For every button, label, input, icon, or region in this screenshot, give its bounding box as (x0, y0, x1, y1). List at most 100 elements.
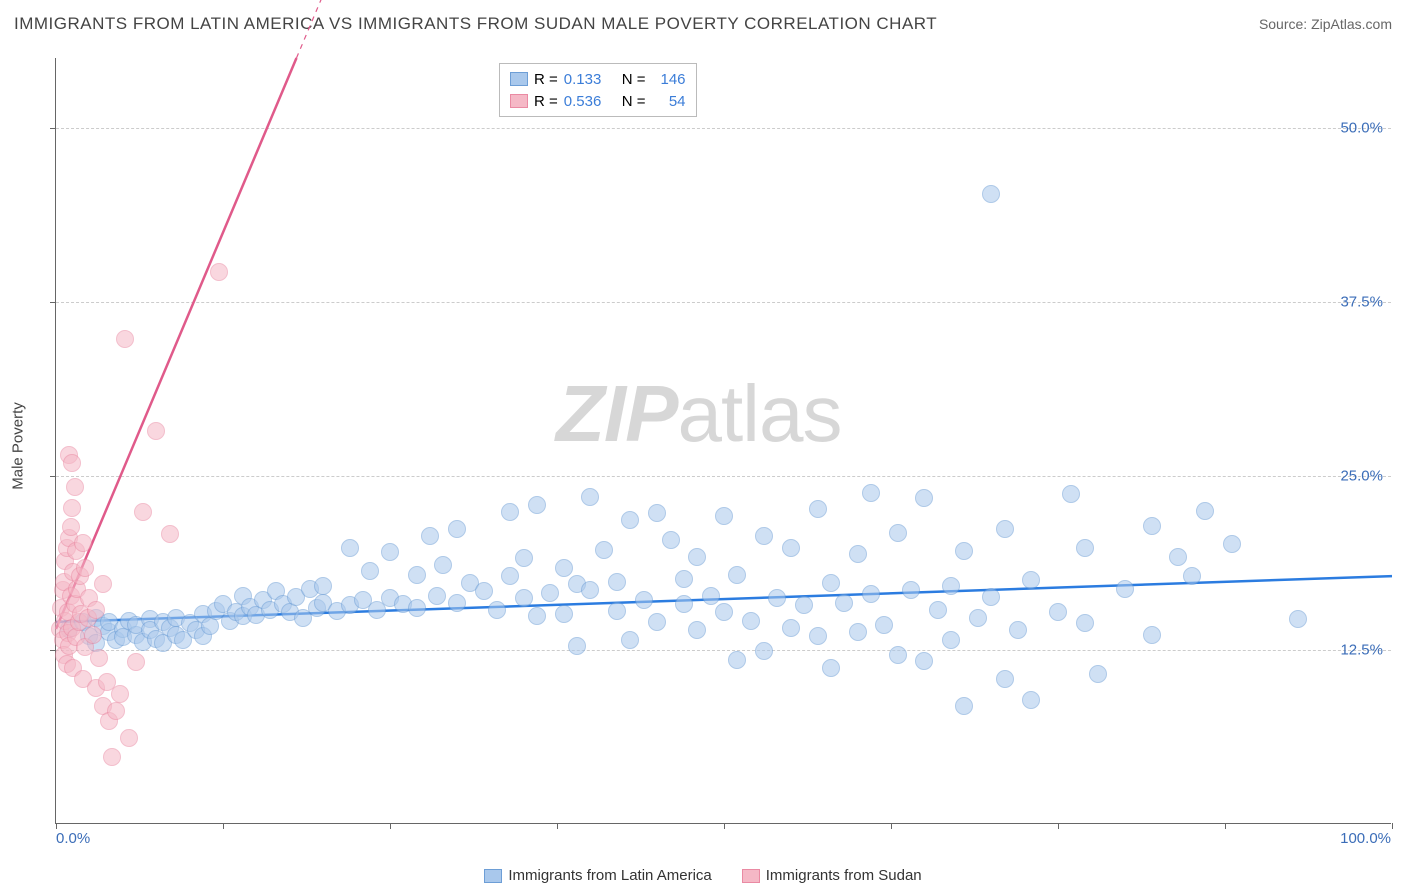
source-value: ZipAtlas.com (1311, 16, 1392, 32)
point-latin-america (515, 549, 533, 567)
legend-n-value: 54 (652, 93, 686, 110)
trend-svg (56, 58, 1392, 824)
legend-r-label: R = (534, 71, 558, 88)
point-latin-america (341, 539, 359, 557)
point-latin-america (889, 646, 907, 664)
point-latin-america (688, 548, 706, 566)
point-latin-america (448, 520, 466, 538)
chart-title: IMMIGRANTS FROM LATIN AMERICA VS IMMIGRA… (14, 14, 937, 34)
title-bar: IMMIGRANTS FROM LATIN AMERICA VS IMMIGRA… (14, 10, 1392, 38)
legend-bottom: Immigrants from Latin America Immigrants… (0, 867, 1406, 884)
point-latin-america (862, 585, 880, 603)
legend-swatch-blue (484, 869, 502, 883)
point-latin-america (996, 670, 1014, 688)
x-tick-label-max: 100.0% (1340, 830, 1391, 847)
point-latin-america (782, 539, 800, 557)
point-latin-america (595, 541, 613, 559)
legend-item-latin-america: Immigrants from Latin America (484, 867, 711, 884)
legend-swatch-pink (742, 869, 760, 883)
point-sudan (210, 263, 228, 281)
point-latin-america (608, 602, 626, 620)
point-latin-america (314, 577, 332, 595)
point-sudan (63, 454, 81, 472)
point-latin-america (969, 609, 987, 627)
legend-top: R = 0.133 N = 146R = 0.536 N = 54 (499, 63, 697, 117)
point-latin-america (648, 613, 666, 631)
legend-item-sudan: Immigrants from Sudan (742, 867, 922, 884)
point-sudan (134, 503, 152, 521)
point-latin-america (875, 616, 893, 634)
point-latin-america (1143, 517, 1161, 535)
legend-top-swatch-pink (510, 94, 528, 108)
point-latin-america (581, 581, 599, 599)
point-sudan (107, 702, 125, 720)
scatter-plot-area: ZIPatlas 12.5%25.0%37.5%50.0%0.0%100.0%R… (55, 58, 1391, 824)
y-axis-label: Male Poverty (10, 402, 27, 490)
point-sudan (94, 575, 112, 593)
point-latin-america (1049, 603, 1067, 621)
point-latin-america (688, 621, 706, 639)
point-latin-america (675, 595, 693, 613)
point-latin-america (982, 588, 1000, 606)
point-sudan (76, 559, 94, 577)
legend-r-value: 0.133 (564, 71, 616, 88)
point-latin-america (581, 488, 599, 506)
point-latin-america (608, 573, 626, 591)
legend-n-value: 146 (652, 71, 686, 88)
point-sudan (63, 499, 81, 517)
point-latin-america (1009, 621, 1027, 639)
point-latin-america (822, 659, 840, 677)
point-latin-america (555, 605, 573, 623)
legend-n-label: N = (622, 93, 646, 110)
point-sudan (87, 601, 105, 619)
point-latin-america (728, 651, 746, 669)
point-latin-america (1116, 580, 1134, 598)
point-latin-america (1062, 485, 1080, 503)
legend-label-sudan: Immigrants from Sudan (766, 867, 922, 884)
point-latin-america (902, 581, 920, 599)
point-latin-america (755, 642, 773, 660)
point-latin-america (862, 484, 880, 502)
point-latin-america (568, 637, 586, 655)
point-latin-america (955, 542, 973, 560)
point-latin-america (361, 562, 379, 580)
point-latin-america (702, 587, 720, 605)
source-attribution: Source: ZipAtlas.com (1259, 16, 1392, 32)
point-latin-america (1169, 548, 1187, 566)
point-latin-america (662, 531, 680, 549)
point-latin-america (515, 589, 533, 607)
point-latin-america (555, 559, 573, 577)
point-latin-america (1076, 539, 1094, 557)
point-latin-america (822, 574, 840, 592)
point-latin-america (782, 619, 800, 637)
point-latin-america (849, 623, 867, 641)
point-sudan (116, 330, 134, 348)
point-latin-america (1022, 571, 1040, 589)
point-latin-america (996, 520, 1014, 538)
point-latin-america (1022, 691, 1040, 709)
legend-label-latin-america: Immigrants from Latin America (508, 867, 711, 884)
point-latin-america (428, 587, 446, 605)
point-latin-america (635, 591, 653, 609)
legend-n-label: N = (622, 71, 646, 88)
point-latin-america (1183, 567, 1201, 585)
point-latin-america (795, 596, 813, 614)
point-sudan (90, 649, 108, 667)
point-sudan (111, 685, 129, 703)
point-latin-america (1143, 626, 1161, 644)
point-latin-america (1089, 665, 1107, 683)
point-sudan (66, 478, 84, 496)
point-latin-america (955, 697, 973, 715)
point-latin-america (1076, 614, 1094, 632)
trend-line-sudan (56, 58, 296, 629)
x-tick-label-min: 0.0% (56, 830, 90, 847)
point-latin-america (742, 612, 760, 630)
legend-r-label: R = (534, 93, 558, 110)
point-latin-america (621, 631, 639, 649)
point-latin-america (408, 566, 426, 584)
source-label: Source: (1259, 16, 1311, 32)
point-latin-america (475, 582, 493, 600)
point-sudan (84, 626, 102, 644)
x-tick-mark (1392, 823, 1393, 829)
point-latin-america (648, 504, 666, 522)
